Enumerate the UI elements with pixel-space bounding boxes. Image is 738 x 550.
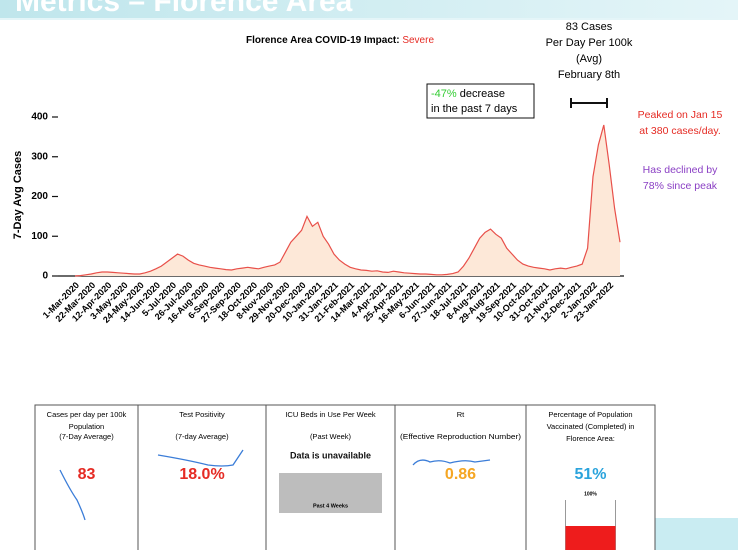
peak-line: Peaked on Jan 15 xyxy=(638,109,723,121)
y-tick-label: 200 xyxy=(31,191,48,202)
header-band xyxy=(0,0,738,18)
card-subtitle: (7-Day Average) xyxy=(59,432,114,441)
card-title: Population xyxy=(69,422,104,431)
decline-annotation: Has declined by 78% since peak xyxy=(643,164,718,192)
card-frame xyxy=(525,404,656,550)
chart-title-status: Severe xyxy=(402,35,434,46)
header-title: Metrics – Florence Area xyxy=(15,0,353,18)
chart-title-text: Florence Area COVID-19 Impact: xyxy=(246,35,402,46)
decline-line: 78% since peak xyxy=(643,180,718,192)
card-title: ICU Beds in Use Per Week xyxy=(285,410,376,419)
card-value: 18.0% xyxy=(179,466,224,483)
y-tick-label: 400 xyxy=(31,112,48,123)
card: Rt (Effective Reproduction Number) 0.86 xyxy=(394,404,527,550)
avg-line: (Avg) xyxy=(576,53,602,65)
card: ICU Beds in Use Per Week (Past Week) Data … xyxy=(265,404,396,550)
area-line xyxy=(74,124,621,277)
avg-line: 83 Cases xyxy=(566,21,613,33)
y-tick-label: 0 xyxy=(42,271,48,282)
card-title: Cases per day per 100k xyxy=(47,410,127,419)
card: Test Positivity (7-day Average) 18.0% xyxy=(137,404,267,550)
footer-band xyxy=(655,518,738,550)
card-title: Rt xyxy=(457,410,465,419)
area-fill xyxy=(75,125,620,276)
decrease-frame xyxy=(426,83,535,119)
y-tick-label: 300 xyxy=(31,151,48,162)
card-title: Vaccinated (Completed) in xyxy=(547,422,635,431)
avg-annotation: 83 Cases Per Day Per 100k (Avg) February 8t… xyxy=(546,21,633,81)
card-value: 0.86 xyxy=(445,466,476,483)
card-title: Percentage of Population xyxy=(548,410,632,419)
card-title: Test Positivity xyxy=(179,410,225,419)
peak-line: at 380 cases/day. xyxy=(639,125,721,137)
sparkline xyxy=(157,449,244,467)
card-frame xyxy=(394,404,527,550)
sparkline xyxy=(59,469,86,521)
decrease-line: -47% decrease xyxy=(431,88,505,100)
avg-line: Per Day Per 100k xyxy=(546,37,633,49)
bracket xyxy=(570,98,608,108)
card-value: 83 xyxy=(78,466,96,483)
card-value: Data is unavailable xyxy=(290,450,371,460)
card-title: Florence Area: xyxy=(566,434,615,443)
sparkline xyxy=(412,459,491,466)
chart-title: Florence Area COVID-19 Impact: Severe xyxy=(246,35,434,46)
card: Cases per day per 100k Population(7-Day A… xyxy=(34,404,139,550)
y-tick-label: 100 xyxy=(31,231,48,242)
gauge-fill xyxy=(565,526,616,550)
unavailable-box xyxy=(279,473,382,513)
y-axis-label: 7-Day Avg Cases xyxy=(12,151,24,239)
header-rule xyxy=(0,18,738,20)
avg-line: February 8th xyxy=(558,69,620,81)
card-subtitle: (7-day Average) xyxy=(175,432,229,441)
decrease-text2: in the past 7 days xyxy=(431,103,518,115)
decline-line: Has declined by xyxy=(643,164,718,176)
peak-annotation: Peaked on Jan 15 at 380 cases/day. xyxy=(638,109,723,137)
gauge-frame xyxy=(565,500,616,550)
card-subtitle: (Effective Reproduction Number) xyxy=(400,432,522,441)
card-subtitle: (Past Week) xyxy=(310,432,352,441)
decrease-box: -47% decrease in the past 7 days xyxy=(426,83,535,119)
card-frame xyxy=(34,404,139,550)
decrease-text: decrease xyxy=(457,88,505,100)
card-note: Past 4 Weeks xyxy=(313,503,348,509)
card: Percentage of Population Vaccinated (Comp… xyxy=(525,404,656,550)
decrease-pct: -47% xyxy=(431,88,457,100)
card-frame xyxy=(137,404,267,550)
card-value: 51% xyxy=(574,466,606,483)
card-note: 100% xyxy=(584,491,597,497)
